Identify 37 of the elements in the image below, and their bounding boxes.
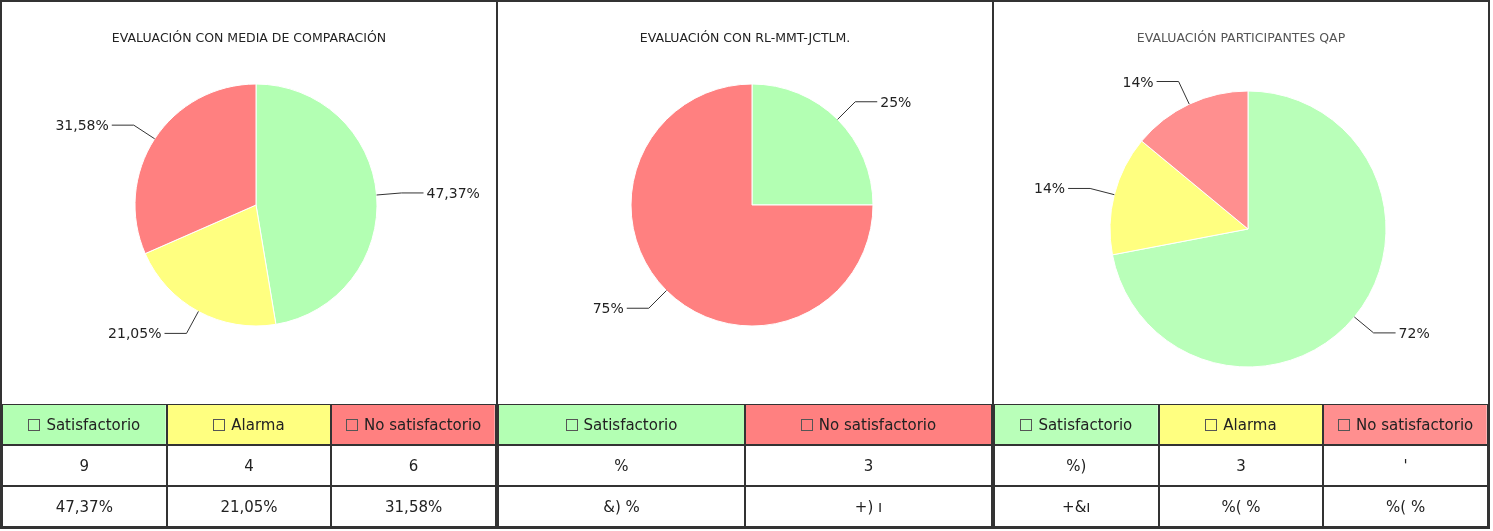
text: %) (994, 445, 1159, 486)
legend-label: Alarma (1223, 415, 1277, 434)
text: 31,58% (331, 486, 496, 527)
legend-label: No satisfactorio (363, 415, 482, 434)
text: %( % (1323, 486, 1488, 527)
chart-title: EVALUACIÓN CON RL-MMT-JCTLM. (638, 30, 852, 45)
data-label: 14% (1122, 73, 1154, 90)
pie-slice (630, 83, 874, 327)
data-label: 72% (1398, 324, 1430, 341)
text: %( % (1158, 486, 1324, 527)
data-label: 25% (880, 93, 912, 110)
legend-label: Satisfactorio (583, 415, 678, 434)
data-label: 75% (592, 300, 624, 317)
data-label: 47,37% (426, 184, 480, 201)
legend-label: No satisfactorio (1355, 415, 1474, 434)
text: 3 (1158, 445, 1324, 486)
pie-slice (1111, 90, 1387, 368)
data-label: 31,58% (55, 117, 109, 134)
text: 6 (331, 445, 496, 486)
legend-label: Satisfactorio (1038, 415, 1133, 434)
text: 21,05% (166, 486, 332, 527)
text: +&ı (994, 486, 1159, 527)
text: &) % (498, 486, 745, 527)
text: 9 (2, 445, 167, 486)
data-label: 14% (1034, 180, 1066, 197)
legend-label: No satisfactorio (818, 415, 937, 434)
text: % (498, 445, 745, 486)
text: +) ı (745, 486, 992, 527)
text: 47,37% (2, 486, 167, 527)
text: 4 (166, 445, 332, 486)
data-label: 21,05% (108, 325, 162, 342)
chart-title: EVALUACIÓN PARTICIPANTES QAP (1135, 30, 1347, 45)
legend-label: Alarma (231, 415, 285, 434)
legend-label: Satisfactorio (46, 415, 141, 434)
chart-title: EVALUACIÓN CON MEDIA DE COMPARACIÓN (110, 30, 388, 45)
text: 3 (745, 445, 992, 486)
text: ' (1323, 445, 1488, 486)
